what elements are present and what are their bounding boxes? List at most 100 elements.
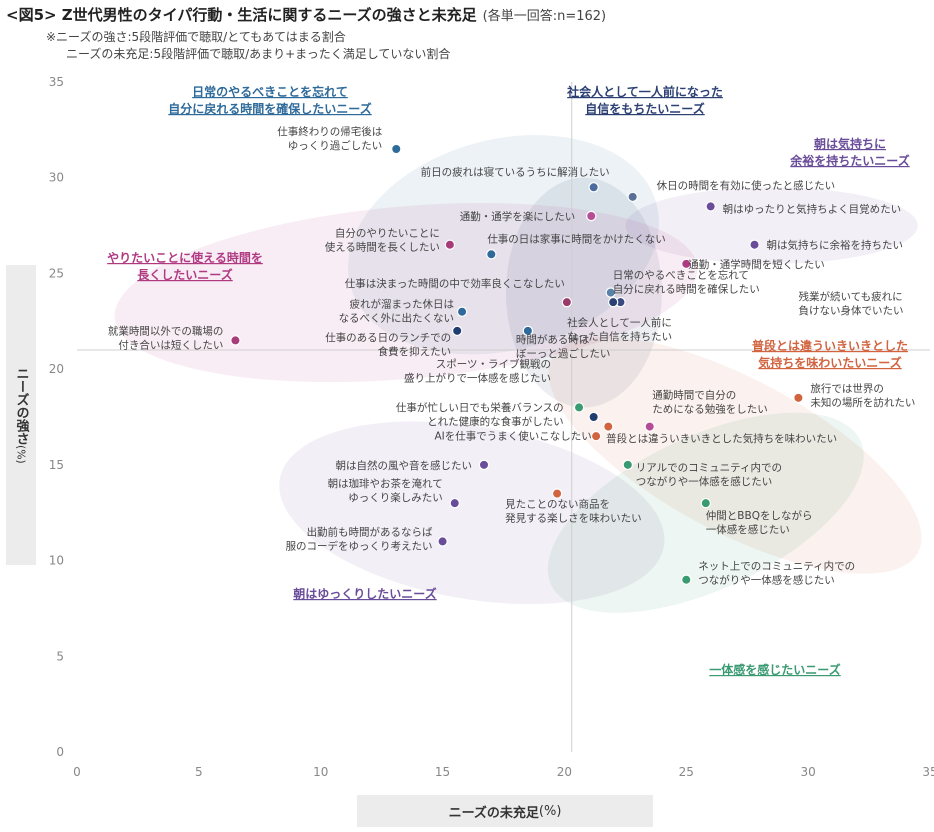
data-point <box>590 430 602 442</box>
data-point <box>700 497 711 509</box>
note-line-2: ニーズの未充足:5段階評価で聴取/あまり+まったく満足していない割合 <box>66 47 451 61</box>
data-point <box>451 325 463 337</box>
data-point <box>644 421 655 432</box>
cluster-ellipses <box>114 135 922 613</box>
figure-title: <図5> Z世代男性のタイパ行動・生活に関するニーズの強さと未充足 (各単一回答:… <box>6 4 606 25</box>
point-label: 仲間とBBQをしながら一体感を感じたい <box>706 509 813 536</box>
x-tick-label: 15 <box>435 765 450 779</box>
data-point <box>444 239 456 250</box>
data-point <box>627 191 638 203</box>
y-tick-label: 0 <box>56 745 64 759</box>
data-point <box>681 574 692 585</box>
point-label: 朝は自然の風や音を感じたい <box>336 459 473 472</box>
data-point <box>586 210 597 222</box>
cluster-label: やりたいことに使える時間を長くしたいニーズ <box>107 250 263 282</box>
data-point <box>522 325 534 337</box>
point-label: 朝は珈琲やお茶を淹れてゆっくり楽しみたい <box>328 477 443 504</box>
point-label: 通勤・通学時間を短くしたい <box>688 258 825 271</box>
point-label: 通勤・通学を楽にしたい <box>460 210 576 223</box>
x-axis-unit: (%) <box>538 803 562 819</box>
point-label: 残業が続いても疲れに負けない身体でいたい <box>798 290 903 317</box>
point-label: 仕事は決まった時間の中で効率良くこなしたい <box>345 277 565 290</box>
point-label: 仕事のある日のランチでの食費を抑えたい <box>325 331 451 358</box>
point-label: 朝はゆったりと気持ちよく目覚めたい <box>723 202 902 215</box>
data-point <box>551 488 563 499</box>
point-label: 見たことのない商品を発見する楽しさを味わいたい <box>505 498 642 525</box>
data-point <box>588 182 599 193</box>
x-tick-label: 25 <box>679 765 694 779</box>
cluster-labels: 日常のやるべきことを忘れて自分に戻れる時間を確保したいニーズ社会人として一人前に… <box>107 84 910 677</box>
data-point <box>561 296 573 308</box>
cluster-ellipse-5 <box>279 421 665 605</box>
point-label: 出勤前も時間があるならば服のコーデをゆっくり考えたい <box>286 525 433 552</box>
point-label: 社会人として一人前になった自信を持ちたい <box>567 316 672 343</box>
data-point <box>486 249 497 260</box>
x-tick-label: 30 <box>801 765 816 779</box>
y-axis-label-text: ニーズの強さ <box>13 366 29 445</box>
point-labels: 仕事終わりの帰宅後はゆっくり過ごしたい前日の疲れは寝ているうちに解消したい休日の… <box>108 125 915 587</box>
cluster-label: 普段とは違ういきいきとした気持ちを味わいたいニーズ <box>752 338 908 370</box>
data-point <box>607 296 619 308</box>
point-label: 就業時間以外での職場の付き合いは短くしたい <box>108 324 224 351</box>
point-label: 旅行では世界の未知の場所を訪れたい <box>810 382 915 409</box>
cluster-ellipse-2 <box>625 187 918 264</box>
x-axis-label: ニーズの未充足 (%) <box>357 795 653 827</box>
point-label: 前日の疲れは寝ているうちに解消したい <box>421 165 610 178</box>
point-label: ネット上でのコミュニティ内でのつながりや一体感を感じたい <box>698 560 855 587</box>
y-tick-label: 5 <box>56 649 64 663</box>
x-axis-label-text: ニーズの未充足 <box>448 805 539 821</box>
y-tick-label: 10 <box>49 554 64 568</box>
x-tick-label: 5 <box>195 765 203 779</box>
y-tick-label: 35 <box>49 75 64 89</box>
point-label: 疲れが溜まった休日はなるべく外に出たくない <box>339 298 455 325</box>
cluster-label: 朝はゆっくりしたいニーズ <box>293 586 436 601</box>
point-label: AIを仕事でうまく使いこなしたい <box>434 430 591 443</box>
point-label: 自分のやりたいことに使える時間を長くしたい <box>325 227 440 254</box>
cluster-ellipse-3 <box>114 203 698 383</box>
cluster-ellipse-4 <box>548 336 922 574</box>
data-point <box>749 239 760 250</box>
figure-title-text: <図5> Z世代男性のタイパ行動・生活に関するニーズの強さと未充足 <box>6 6 477 24</box>
point-label: 仕事終わりの帰宅後はゆっくり過ごしたい <box>277 125 382 152</box>
data-point <box>230 335 241 346</box>
x-tick-label: 0 <box>73 765 81 779</box>
point-label: 仕事の日は家事に時間をかけたくない <box>487 232 666 245</box>
y-tick-label: 20 <box>49 362 64 376</box>
data-point <box>603 421 614 432</box>
cluster-label: 一体感を感じたいニーズ <box>709 662 840 677</box>
cluster-label: 朝は気持ちに余裕を持ちたいニーズ <box>789 136 909 168</box>
note-line-1: ※ニーズの強さ:5段階評価で聴取/とてもあてはまる割合 <box>46 30 346 44</box>
data-point <box>456 306 468 317</box>
point-label: 朝は気持ちに余裕を持ちたい <box>767 239 904 252</box>
figure-subtitle: (各単一回答:n=162) <box>482 9 607 24</box>
y-axis-unit: (%) <box>14 444 28 464</box>
cluster-ellipse-6 <box>547 412 864 613</box>
data-points <box>230 143 804 585</box>
data-point <box>588 411 599 423</box>
quadrant-dividers <box>77 82 930 752</box>
x-tick-label: 10 <box>313 765 328 779</box>
y-axis-label: ニーズの強さ(%) <box>6 265 36 565</box>
data-point <box>573 402 585 413</box>
axis-ticks: 0 5 10 15 20 25 30 35 0 5 10 15 20 25 30 35 <box>49 75 934 779</box>
data-point <box>622 459 633 471</box>
data-point <box>391 143 402 155</box>
cluster-label: 社会人として一人前になった自信をもちたいニーズ <box>566 84 723 116</box>
point-label: 休日の時間を有効に使ったと感じたい <box>657 179 836 192</box>
x-tick-label: 20 <box>557 765 572 779</box>
y-tick-label: 15 <box>49 458 64 472</box>
y-tick-label: 25 <box>49 266 64 280</box>
point-label: スポーツ・ライブ観戦の盛り上がりで一体感を感じたい <box>404 357 551 384</box>
data-point <box>793 392 804 404</box>
data-point <box>605 287 616 298</box>
cluster-ellipse-0 <box>348 135 659 355</box>
y-axis-label-box <box>6 265 36 565</box>
point-label: 仕事が忙しい日でも栄養バランスのとれた健康的な食事がしたい <box>396 401 564 428</box>
data-point <box>705 201 716 212</box>
point-label: 通勤時間で自分のためになる勉強をしたい <box>652 389 768 416</box>
data-point <box>449 497 460 509</box>
point-label: 普段とは違ういきいきとした気持ちを味わいたい <box>606 432 837 445</box>
data-point <box>681 258 692 270</box>
x-tick-label: 35 <box>922 765 934 779</box>
